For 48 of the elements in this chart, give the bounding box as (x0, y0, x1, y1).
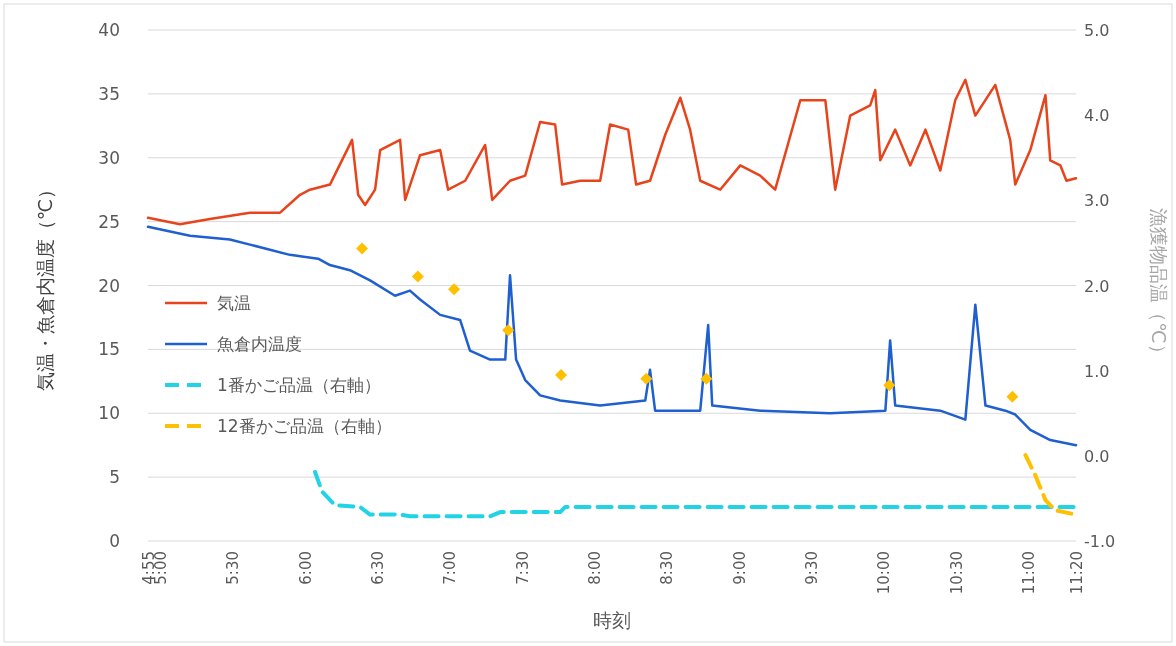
y2-tick-label: 0.0 (1084, 446, 1110, 466)
legend-label: 魚倉内温度 (217, 334, 302, 354)
legend-label: 気温 (217, 293, 251, 313)
y-tick-label: 5 (109, 467, 120, 488)
point (448, 283, 461, 296)
x-tick-label: 9:30 (802, 551, 821, 585)
y-axis-title: 気温・魚倉内温度（℃） (34, 179, 56, 392)
point (700, 372, 713, 385)
y-tick-label: 15 (98, 339, 120, 360)
legend-label: 1番かご品温（右軸） (217, 375, 381, 395)
x-tick-label: 11:00 (1019, 551, 1038, 595)
x-tick-label: 10:30 (947, 551, 966, 595)
y-tick-label: 40 (98, 20, 120, 40)
y-tick-label: 20 (98, 275, 120, 296)
line-series (146, 225, 1078, 447)
point (1006, 390, 1019, 403)
y2-tick-label: -1.0 (1084, 532, 1116, 551)
line-series (146, 78, 1078, 226)
y2-axis-title: 漁獲物品温（℃） (1148, 208, 1170, 363)
point (502, 324, 515, 337)
point (640, 372, 653, 385)
y-tick-label: 35 (98, 83, 120, 104)
point (356, 242, 369, 255)
y2-tick-label: 3.0 (1084, 191, 1110, 211)
x-axis-title: 時刻 (593, 609, 631, 631)
point (883, 379, 896, 392)
point (555, 368, 568, 381)
legend-label: 12番かご品温（右軸） (217, 416, 392, 436)
x-tick-label: 8:00 (585, 551, 604, 585)
x-tick-label: 9:00 (730, 551, 749, 585)
y2-tick-label: 5.0 (1084, 21, 1110, 40)
x-tick-label: 7:30 (513, 551, 532, 585)
y-tick-label: 0 (109, 531, 120, 551)
x-tick-label: 6:30 (368, 551, 387, 585)
x-tick-label: 10:00 (875, 551, 894, 595)
y-tick-label: 10 (98, 403, 120, 424)
y2-tick-label: 1.0 (1084, 361, 1110, 381)
y-tick-label: 30 (98, 147, 120, 168)
x-tick-label: 7:00 (441, 551, 460, 585)
x-tick-label: 6:00 (296, 551, 315, 585)
x-tick-label: 11:20 (1068, 551, 1086, 595)
line-series (313, 470, 1078, 519)
point (411, 270, 424, 283)
y2-tick-label: 4.0 (1084, 106, 1110, 126)
x-tick-label: 8:30 (658, 551, 677, 585)
y2-tick-label: 2.0 (1084, 276, 1110, 296)
y-tick-label: 25 (98, 211, 120, 232)
x-tick-label: 5:30 (224, 551, 243, 585)
